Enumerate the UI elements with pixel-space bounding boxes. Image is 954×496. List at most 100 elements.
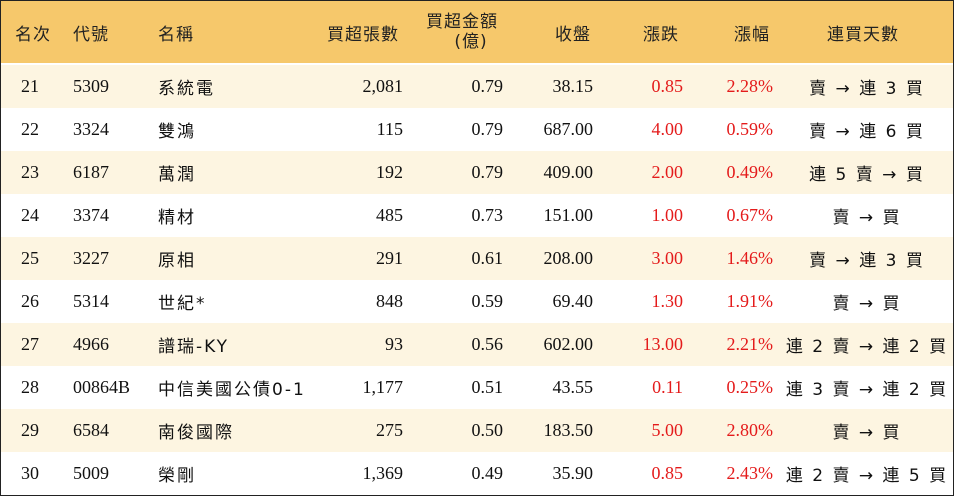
cell-net-lots: 115 <box>376 119 403 139</box>
cell-change: 2.00 <box>651 162 684 182</box>
cell-name: 精材 <box>158 208 196 228</box>
cell-net-lots: 2,081 <box>362 76 404 96</box>
cell-close: 409.00 <box>543 162 594 182</box>
table-row: 28 00864B 中信美國公債0-1 1,177 0.51 43.55 0.11 0.25%… <box>1 366 953 409</box>
cell-streak: 連 5 賣 → 買 <box>809 165 925 185</box>
cell-name: 雙鴻 <box>158 122 196 142</box>
cell-change: 1.30 <box>651 291 684 311</box>
cell-net-lots: 93 <box>385 334 403 354</box>
cell-rank: 21 <box>21 76 39 96</box>
cell-close: 208.00 <box>543 248 594 268</box>
cell-pct: 1.91% <box>726 291 774 311</box>
header-streak: 連買天數 <box>827 24 899 45</box>
cell-change: 5.00 <box>651 420 684 440</box>
table-row: 23 6187 萬潤 192 0.79 409.00 2.00 0.49% 連 5 賣 → 買 <box>1 151 953 194</box>
header-amount-line2: (億) <box>454 32 488 52</box>
cell-net-lots: 1,369 <box>362 463 404 483</box>
header-name: 名稱 <box>158 24 194 45</box>
header-amount: 買超金額 (億) <box>419 1 505 63</box>
table-row: 30 5009 榮剛 1,369 0.49 35.90 0.85 2.43% 連 2 賣 → 連… <box>1 452 953 495</box>
cell-name: 原相 <box>158 251 196 271</box>
cell-rank: 29 <box>21 420 39 440</box>
cell-streak: 賣 → 買 <box>832 294 902 314</box>
cell-change: 3.00 <box>651 248 684 268</box>
table-row: 21 5309 系統電 2,081 0.79 38.15 0.85 2.28% 賣 → 連 3 … <box>1 65 953 108</box>
cell-name: 南俊國際 <box>158 423 234 443</box>
cell-rank: 26 <box>21 291 39 311</box>
cell-amount: 0.50 <box>471 420 504 440</box>
cell-close: 43.55 <box>552 377 594 397</box>
cell-rank: 27 <box>21 334 39 354</box>
cell-pct: 0.67% <box>726 205 774 225</box>
cell-amount: 0.61 <box>471 248 504 268</box>
cell-name: 萬潤 <box>158 165 196 185</box>
cell-close: 38.15 <box>552 76 594 96</box>
cell-streak: 賣 → 連 3 買 <box>809 79 925 99</box>
cell-name: 譜瑞-KY <box>158 337 230 357</box>
cell-code: 5309 <box>73 76 109 96</box>
cell-change: 0.85 <box>651 463 684 483</box>
header-change: 漲跌 <box>643 24 679 45</box>
cell-streak: 賣 → 買 <box>832 423 902 443</box>
table-row: 27 4966 譜瑞-KY 93 0.56 602.00 13.00 2.21% 連 2 賣 →… <box>1 323 953 366</box>
cell-pct: 2.21% <box>726 334 774 354</box>
cell-close: 151.00 <box>543 205 594 225</box>
cell-pct: 2.80% <box>726 420 774 440</box>
cell-streak: 連 2 賣 → 連 5 買 <box>785 466 949 486</box>
cell-pct: 2.43% <box>726 463 774 483</box>
cell-name: 中信美國公債0-1 <box>158 380 306 400</box>
cell-close: 687.00 <box>543 119 594 139</box>
cell-change: 1.00 <box>651 205 684 225</box>
cell-amount: 0.49 <box>471 463 504 483</box>
cell-close: 35.90 <box>552 463 594 483</box>
cell-rank: 28 <box>21 377 39 397</box>
cell-code: 5314 <box>73 291 109 311</box>
cell-rank: 23 <box>21 162 39 182</box>
cell-streak: 連 2 賣 → 連 2 買 <box>785 337 949 357</box>
cell-code: 6584 <box>73 420 109 440</box>
cell-pct: 0.49% <box>726 162 774 182</box>
cell-streak: 賣 → 連 6 買 <box>809 122 925 142</box>
cell-change: 4.00 <box>651 119 684 139</box>
cell-change: 13.00 <box>642 334 684 354</box>
cell-close: 602.00 <box>543 334 594 354</box>
header-rank: 名次 <box>15 24 51 45</box>
cell-rank: 24 <box>21 205 39 225</box>
table-header: 名次 代號 名稱 買超張數 買超金額 (億) 收盤 漲跌 漲幅 連買天數 <box>1 1 953 63</box>
cell-code: 00864B <box>73 377 131 397</box>
cell-pct: 2.28% <box>726 76 774 96</box>
cell-name: 世紀* <box>158 294 207 314</box>
cell-code: 3227 <box>73 248 109 268</box>
table-row: 29 6584 南俊國際 275 0.50 183.50 5.00 2.80% 賣 → 買 <box>1 409 953 452</box>
cell-name: 系統電 <box>158 79 215 99</box>
cell-amount: 0.79 <box>471 162 504 182</box>
cell-code: 5009 <box>73 463 109 483</box>
table-row: 22 3324 雙鴻 115 0.79 687.00 4.00 0.59% 賣 → 連 6 買 <box>1 108 953 151</box>
cell-amount: 0.51 <box>471 377 504 397</box>
cell-close: 183.50 <box>543 420 594 440</box>
header-amount-line1: 買超金額 <box>426 12 498 32</box>
cell-pct: 1.46% <box>726 248 774 268</box>
header-code: 代號 <box>73 24 109 45</box>
cell-amount: 0.56 <box>471 334 504 354</box>
cell-rank: 30 <box>21 463 39 483</box>
header-close: 收盤 <box>555 24 591 45</box>
cell-streak: 賣 → 買 <box>832 208 902 228</box>
table-row: 24 3374 精材 485 0.73 151.00 1.00 0.67% 賣 → 買 <box>1 194 953 237</box>
cell-net-lots: 192 <box>376 162 403 182</box>
cell-rank: 22 <box>21 119 39 139</box>
cell-streak: 連 3 賣 → 連 2 買 <box>785 380 949 400</box>
cell-net-lots: 1,177 <box>362 377 404 397</box>
cell-rank: 25 <box>21 248 39 268</box>
cell-code: 4966 <box>73 334 109 354</box>
cell-amount: 0.79 <box>471 119 504 139</box>
table-row: 26 5314 世紀* 848 0.59 69.40 1.30 1.91% 賣 → 買 <box>1 280 953 323</box>
cell-name: 榮剛 <box>158 466 196 486</box>
cell-amount: 0.59 <box>471 291 504 311</box>
cell-code: 3374 <box>73 205 109 225</box>
cell-amount: 0.79 <box>471 76 504 96</box>
cell-pct: 0.59% <box>726 119 774 139</box>
cell-code: 3324 <box>73 119 109 139</box>
cell-pct: 0.25% <box>726 377 774 397</box>
